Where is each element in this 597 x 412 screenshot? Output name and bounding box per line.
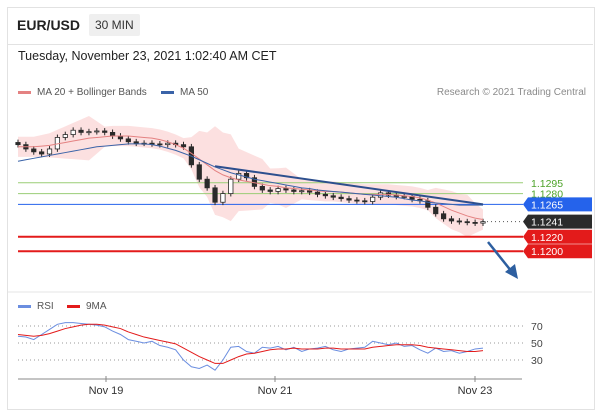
candle-body bbox=[133, 141, 139, 144]
candle-body bbox=[464, 221, 470, 224]
candle-body bbox=[165, 142, 171, 146]
candle-body bbox=[157, 143, 163, 146]
candle-body bbox=[196, 164, 202, 180]
legend-ma20-label: MA 20 + Bollinger Bands bbox=[37, 87, 147, 98]
rsi-line bbox=[17, 322, 484, 371]
candle-body bbox=[94, 130, 100, 133]
rsi-tick-30: 30 bbox=[531, 355, 543, 367]
candle-body bbox=[259, 185, 265, 191]
candle-body bbox=[480, 221, 486, 224]
legend-ma50: MA 50 bbox=[161, 87, 208, 98]
timestamp: Tuesday, November 23, 2021 1:02:40 AM CE… bbox=[18, 49, 277, 63]
ma20-line bbox=[18, 135, 484, 221]
bollinger-band bbox=[18, 115, 483, 238]
candle-body bbox=[70, 129, 76, 135]
research-credit: Research © 2021 Trading Central bbox=[436, 87, 586, 98]
chart-header: EUR/USD 30 MIN bbox=[7, 7, 593, 45]
interval-button[interactable]: 30 MIN bbox=[89, 14, 140, 36]
level-label-1.1265: 1.1265 bbox=[531, 199, 563, 211]
forecast-arrow-head bbox=[505, 264, 518, 279]
candle-body bbox=[354, 199, 360, 202]
candle-body bbox=[362, 200, 368, 203]
legend-rsi-label: RSI bbox=[37, 301, 54, 312]
candle-body bbox=[472, 221, 478, 224]
forecast-arrow-shaft bbox=[487, 241, 513, 273]
rsi-tick-70: 70 bbox=[531, 321, 543, 333]
chart-widget bbox=[7, 7, 595, 410]
legend-9ma-label: 9MA bbox=[86, 301, 107, 312]
candle-body bbox=[330, 195, 336, 198]
candle-body bbox=[15, 142, 21, 146]
candle-body bbox=[283, 188, 289, 191]
candle-body bbox=[31, 148, 37, 153]
x-tick-label-2: Nov 23 bbox=[458, 385, 493, 397]
legend-ma20: MA 20 + Bollinger Bands bbox=[18, 87, 147, 98]
ma50-swatch bbox=[161, 90, 174, 94]
candle-body bbox=[440, 213, 447, 220]
candle-body bbox=[425, 200, 431, 208]
candle-body bbox=[314, 191, 321, 195]
candle-body bbox=[204, 178, 210, 189]
x-tick-label-1: Nov 21 bbox=[258, 385, 293, 397]
level-tag-1.1241 bbox=[523, 214, 592, 229]
candle-body bbox=[46, 148, 53, 155]
ma20-swatch bbox=[18, 90, 31, 94]
candle-body bbox=[275, 188, 281, 192]
candle-body bbox=[370, 196, 376, 202]
symbol-label: EUR/USD bbox=[17, 17, 81, 33]
legend-ma50-label: MA 50 bbox=[180, 87, 209, 98]
rsi-9ma-line bbox=[17, 323, 484, 364]
candle-body bbox=[401, 196, 407, 198]
candle-body bbox=[307, 190, 313, 193]
candle-body bbox=[299, 190, 305, 193]
candle-body bbox=[78, 129, 84, 133]
level-tag-1.1220 bbox=[523, 229, 592, 244]
candle-body bbox=[377, 192, 384, 198]
candle-body bbox=[456, 220, 462, 223]
trendline bbox=[214, 165, 484, 206]
candle-body bbox=[433, 206, 439, 215]
level-tag-1.1200 bbox=[523, 244, 592, 259]
level-label-1.1200: 1.1200 bbox=[531, 246, 563, 258]
candle-body bbox=[109, 131, 116, 137]
level-tag-1.1265 bbox=[523, 197, 592, 212]
level-label-1.1220: 1.1220 bbox=[531, 232, 563, 244]
rsi-swatch bbox=[18, 304, 31, 308]
ma50-line bbox=[17, 143, 483, 206]
candle-body bbox=[448, 218, 455, 222]
candle-body bbox=[236, 173, 242, 180]
candle-body bbox=[86, 131, 92, 134]
candle-body bbox=[102, 130, 108, 133]
level-label-1.1241: 1.1241 bbox=[531, 217, 563, 229]
x-tick-label-0: Nov 19 bbox=[89, 385, 124, 397]
candle-body bbox=[212, 187, 218, 203]
candle-body bbox=[39, 151, 45, 155]
legend-9ma: 9MA bbox=[67, 301, 107, 312]
candle-body bbox=[62, 134, 68, 138]
level-label-1.1295: 1.1295 bbox=[531, 178, 563, 190]
candle-body bbox=[220, 193, 226, 203]
rsi-tick-50: 50 bbox=[531, 338, 543, 350]
candle-body bbox=[322, 193, 328, 197]
legend-rsi: RSI bbox=[18, 301, 54, 312]
candle-body bbox=[346, 198, 352, 201]
candle-body bbox=[125, 138, 131, 143]
candle-body bbox=[180, 144, 187, 148]
9ma-swatch bbox=[67, 304, 80, 308]
candle-body bbox=[338, 196, 344, 200]
candle-body bbox=[291, 189, 297, 192]
candle-body bbox=[228, 178, 234, 194]
candle-body bbox=[243, 173, 250, 179]
candle-body bbox=[267, 189, 273, 192]
